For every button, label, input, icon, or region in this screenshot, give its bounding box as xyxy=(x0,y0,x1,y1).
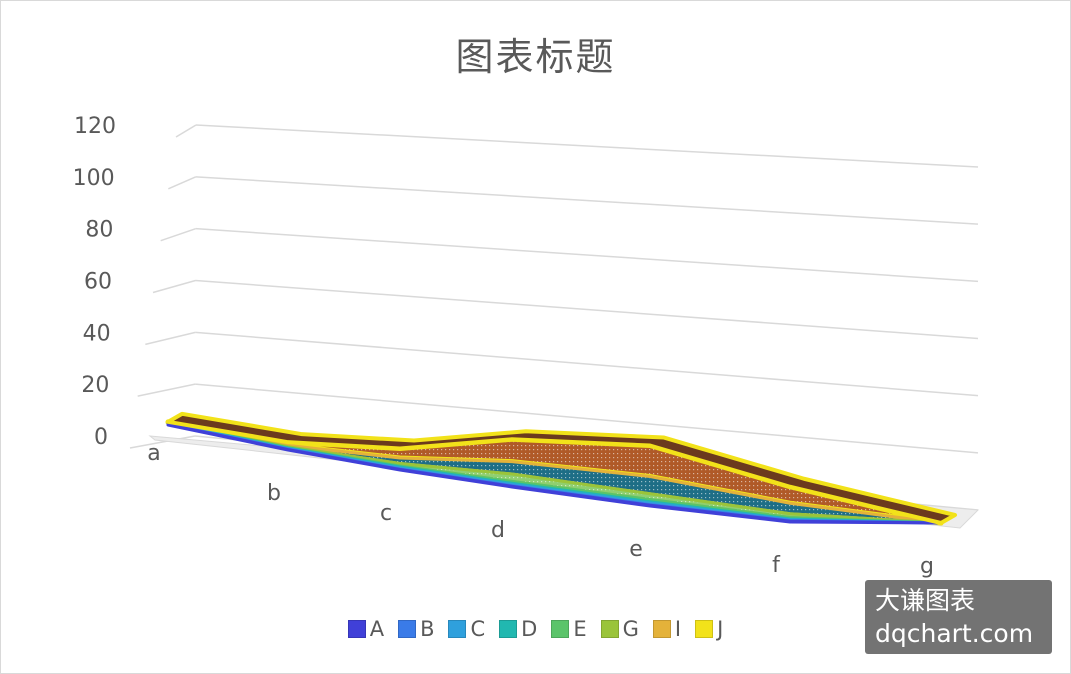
legend-label: D xyxy=(521,617,538,641)
legend-swatch xyxy=(398,620,417,638)
legend-item-I: I xyxy=(652,617,682,641)
x-tick-label: b xyxy=(267,481,281,506)
y-tick-label: 80 xyxy=(85,218,113,243)
gridline-side xyxy=(152,279,196,294)
legend-label: J xyxy=(717,617,724,641)
legend-swatch xyxy=(347,620,366,638)
watermark: 大谦图表 dqchart.com xyxy=(865,580,1052,654)
gridline xyxy=(195,331,979,397)
area-series-A xyxy=(166,423,943,525)
legend-label: E xyxy=(573,617,587,641)
legend-swatch xyxy=(652,620,671,638)
gridline xyxy=(195,124,979,168)
chart-title: 图表标题 xyxy=(455,35,616,79)
legend-item-J: J xyxy=(695,617,723,641)
legend-item-E: E xyxy=(551,617,587,641)
legend-label: I xyxy=(674,617,682,641)
legend-label: G xyxy=(622,617,639,641)
legend-label: B xyxy=(420,617,435,641)
y-tick-label: 60 xyxy=(84,270,112,295)
gridline xyxy=(195,176,979,225)
legend-swatch xyxy=(551,620,570,638)
gridline-side xyxy=(160,227,196,242)
y-tick-label: 0 xyxy=(94,425,108,450)
y-tick-label: 120 xyxy=(74,114,116,139)
gridline xyxy=(195,227,979,283)
legend-swatch xyxy=(448,620,467,638)
gridline-side xyxy=(145,331,196,346)
x-tick-label: a xyxy=(147,441,160,466)
gridline-side xyxy=(168,176,197,190)
x-tick-label: c xyxy=(380,501,392,526)
legend-label: A xyxy=(369,617,385,641)
y-tick-label: 40 xyxy=(83,321,111,346)
x-tick-label: f xyxy=(772,553,781,578)
legend-swatch xyxy=(499,620,518,638)
legend-item-G: G xyxy=(600,617,639,641)
x-tick-label: g xyxy=(920,554,934,579)
legend-swatch xyxy=(600,620,619,638)
watermark-line2: dqchart.com xyxy=(875,619,1034,648)
legend-item-D: D xyxy=(499,617,537,641)
gridline-side xyxy=(137,383,196,397)
legend-swatch xyxy=(695,620,714,638)
legend-item-A: A xyxy=(347,617,385,641)
x-tick-label: e xyxy=(629,537,643,562)
x-tick-label: d xyxy=(491,518,505,543)
watermark-line1: 大谦图表 xyxy=(875,586,976,615)
gridline xyxy=(195,383,979,454)
legend-item-C: C xyxy=(448,617,485,641)
y-tick-label: 100 xyxy=(73,166,115,191)
gridline-side xyxy=(129,435,196,449)
gridline-side xyxy=(175,124,197,138)
gridline xyxy=(195,279,979,340)
legend-label: C xyxy=(470,617,486,641)
y-tick-label: 20 xyxy=(81,373,109,398)
legend-item-B: B xyxy=(398,617,434,641)
area-top-face xyxy=(166,411,957,525)
